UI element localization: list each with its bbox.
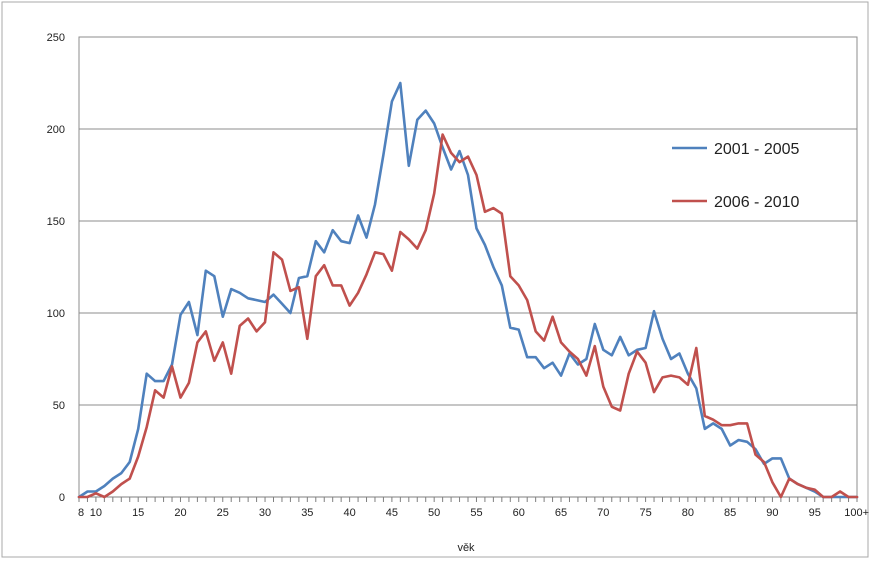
plot-area	[78, 36, 858, 498]
x-tick-label: 8	[78, 507, 84, 519]
x-axis-label: věk	[457, 542, 475, 554]
series-lines	[77, 81, 859, 499]
x-tick-label: 85	[724, 507, 736, 519]
x-tick-label: 25	[217, 507, 229, 519]
series-line-2	[77, 133, 859, 499]
x-tick-label: 60	[513, 507, 525, 519]
x-tick-label: 15	[132, 507, 144, 519]
y-tick-label: 200	[47, 124, 65, 136]
y-tick-label: 100	[47, 308, 65, 320]
x-tick-label: 70	[597, 507, 609, 519]
legend: 2001 - 2005 2006 - 2010	[672, 141, 800, 211]
y-tick-label: 150	[47, 216, 65, 228]
x-tick-label: 50	[428, 507, 440, 519]
legend-label: 2006 - 2010	[714, 194, 800, 211]
y-tick-label: 50	[53, 400, 65, 412]
gridlines	[79, 36, 857, 406]
x-tick-label: 10	[90, 507, 102, 519]
x-tick-label: 80	[682, 507, 694, 519]
x-tick-label: 30	[259, 507, 271, 519]
y-tick-label: 250	[47, 32, 65, 44]
x-tick-label: 65	[555, 507, 567, 519]
axes: 0 50 100 150 200 250 8 10 15 20 25 30 35 40 45 50 55 60 65…	[47, 32, 869, 519]
x-tick-label: 45	[386, 507, 398, 519]
x-tick-label: 100+	[844, 507, 869, 519]
x-tick-label: 35	[301, 507, 313, 519]
legend-label: 2001 - 2005	[714, 141, 800, 158]
x-tick-label: 75	[639, 507, 651, 519]
x-tick-label: 90	[766, 507, 778, 519]
x-tick-label: 95	[809, 507, 821, 519]
x-tick-label: 55	[470, 507, 482, 519]
x-tick-label: 40	[343, 507, 355, 519]
y-tick-label: 0	[59, 492, 65, 504]
x-tick-label: 20	[174, 507, 186, 519]
series-line-1	[77, 81, 859, 499]
